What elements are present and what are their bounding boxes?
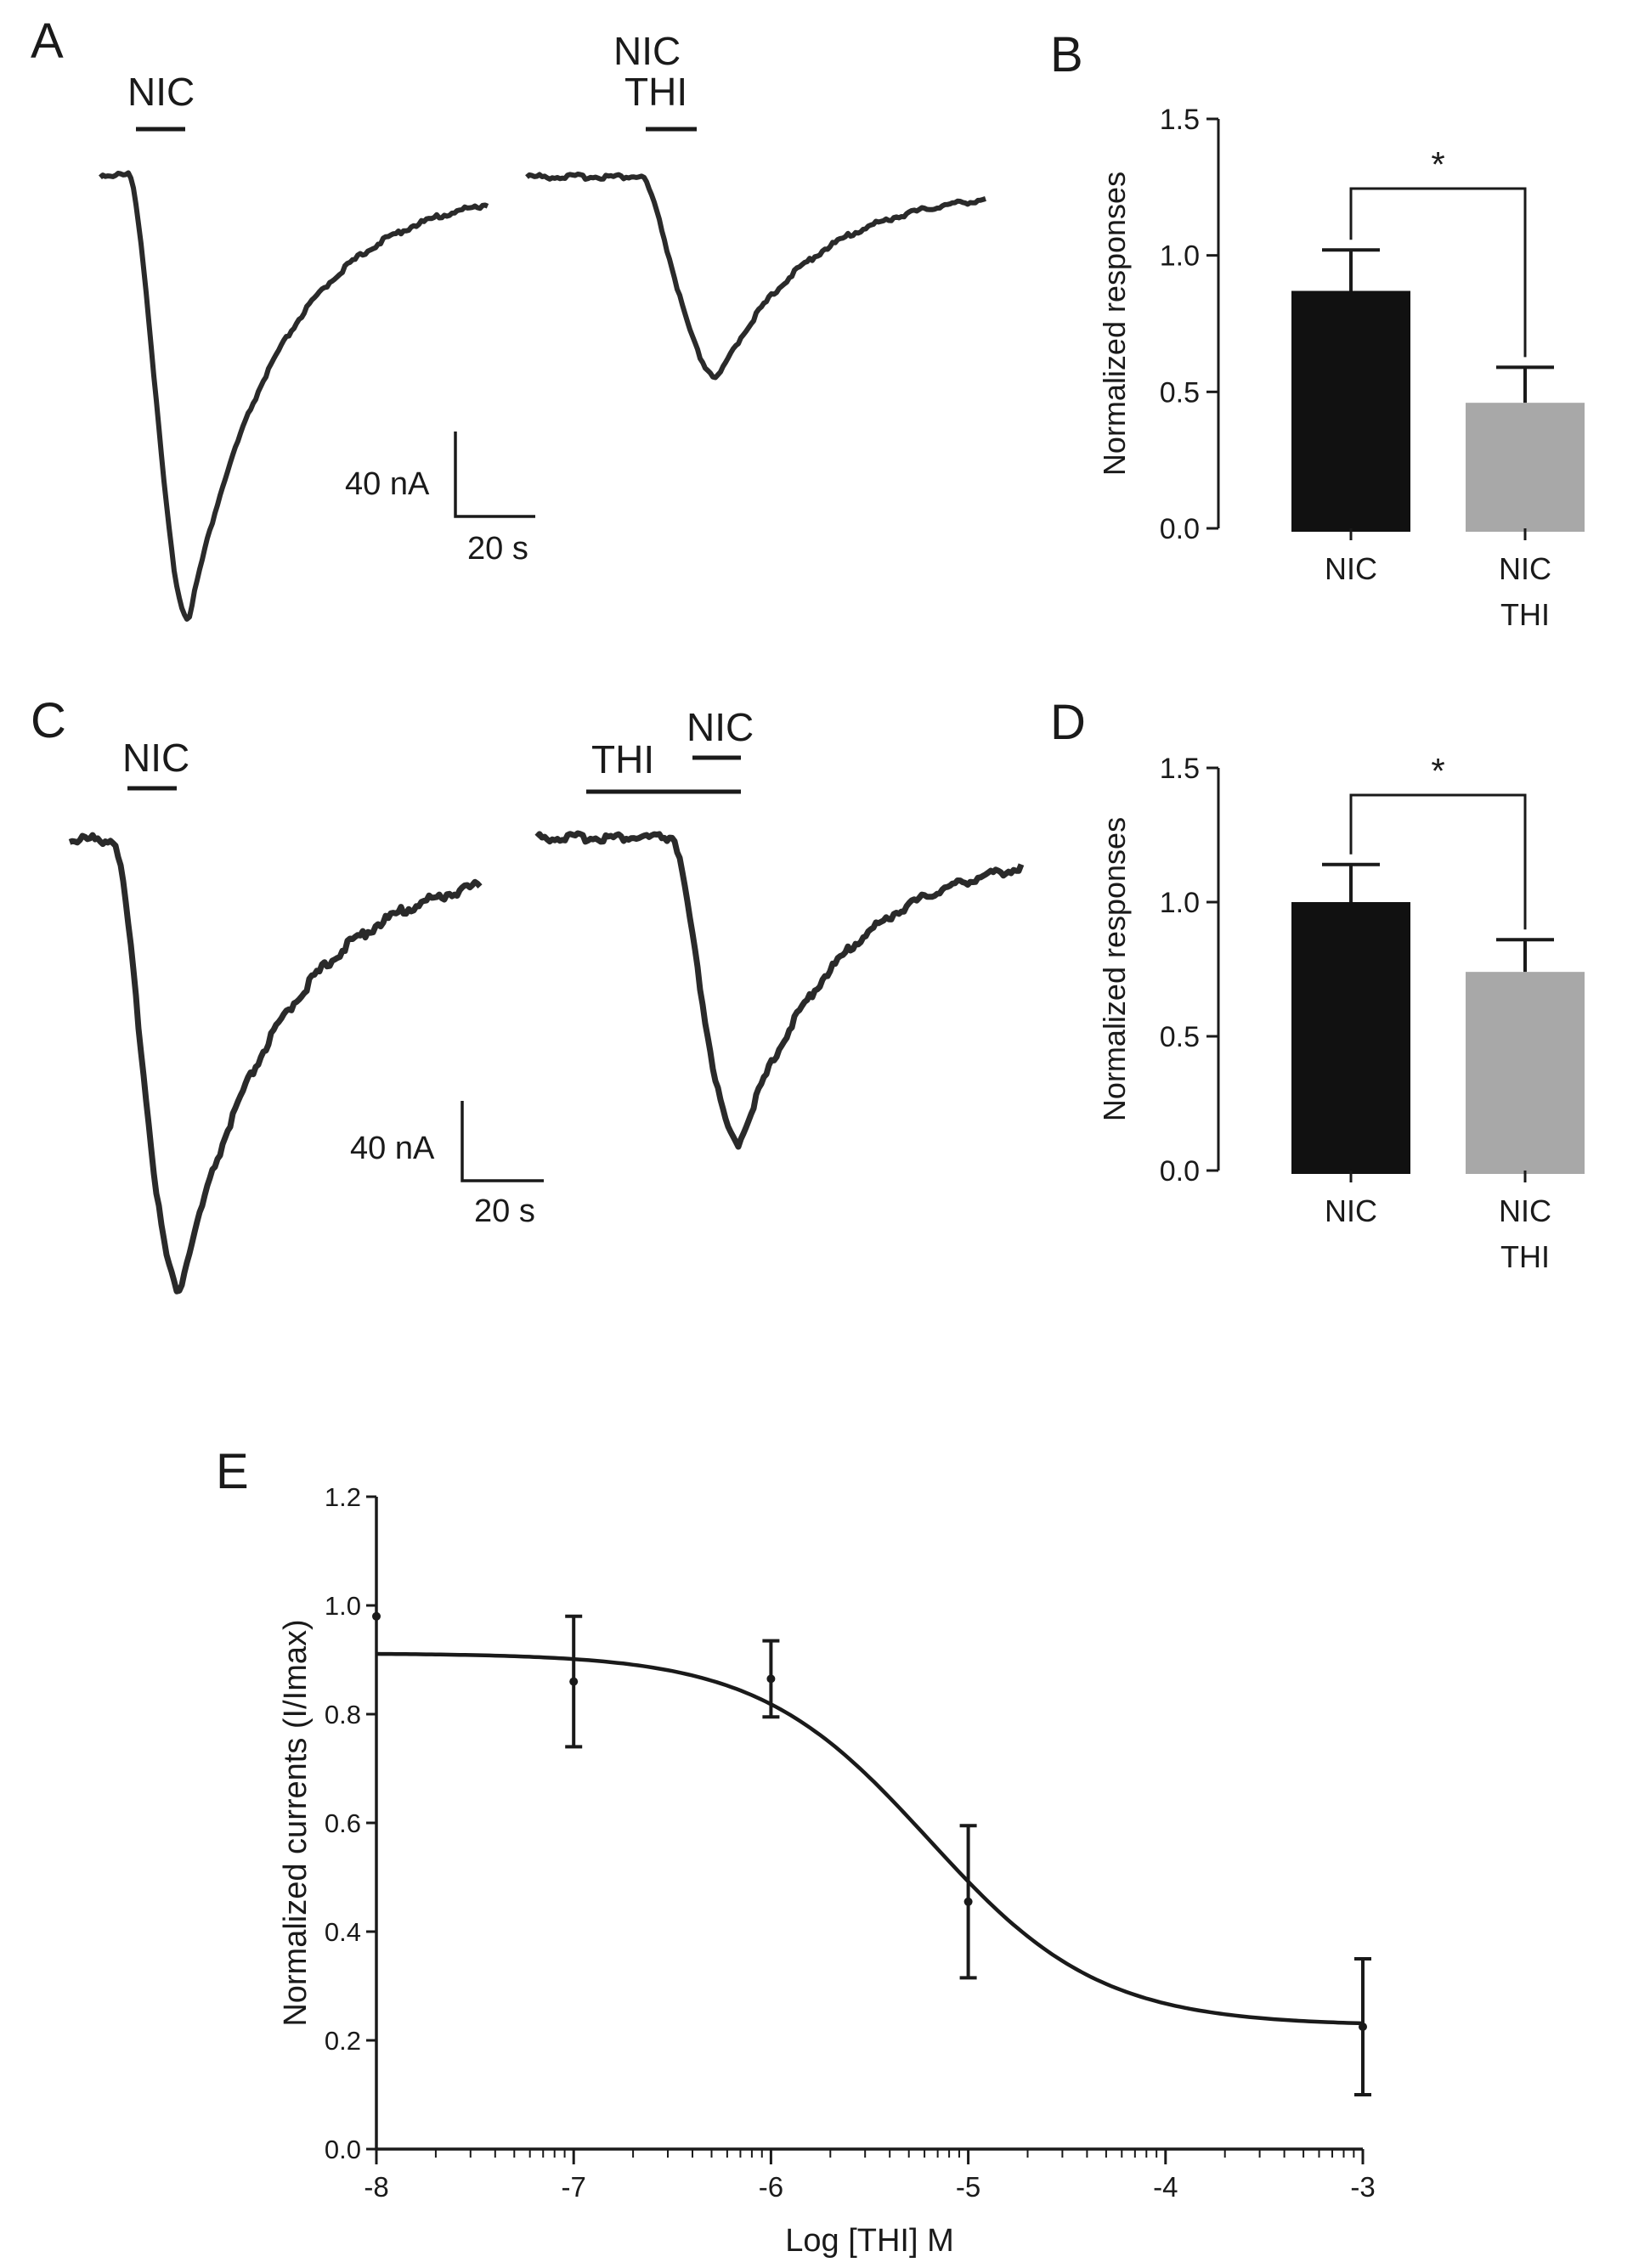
e-data-point [766, 1674, 776, 1684]
b-bar-2 [1466, 403, 1585, 532]
e-x-tick-label: -4 [1153, 2171, 1178, 2203]
e-y-tick-label: 0.2 [325, 2026, 361, 2056]
d-category-label: THI [1500, 1239, 1550, 1274]
d-significance-mark: * [1431, 751, 1444, 791]
trace-c2-pretreat-label: THI [591, 737, 654, 781]
e-y-tick-label: 0.4 [325, 1917, 361, 1947]
b-bar-1 [1291, 291, 1410, 532]
panel-d-chart: 0.0 0.5 1.0 1.5 Normalized responses NIC NIC TH… [1097, 751, 1585, 1274]
panel-d: D 0.0 0.5 1.0 1.5 Normalized responses NIC NIC… [1050, 695, 1585, 1274]
e-y-tick-label: 1.0 [325, 1591, 361, 1621]
d-category-label: NIC [1325, 1193, 1377, 1228]
panel-a-letter: A [31, 14, 64, 69]
e-x-tick-label: -5 [956, 2171, 980, 2203]
trace-c2 [534, 830, 1025, 1150]
trace-a1-drug-label: NIC [127, 70, 195, 114]
panel-d-letter: D [1050, 695, 1086, 750]
panel-e-chart: 0.0 0.2 0.4 0.6 0.8 1.0 1.2 -8 -7 -6 -5 -4 -3 Normali… [278, 1482, 1376, 2259]
b-category-label: NIC [1325, 551, 1377, 586]
e-y-tick-label: 0.8 [325, 1700, 361, 1729]
b-y-tick-label: 1.5 [1160, 104, 1200, 136]
trace-a2-drug-label-bottom: THI [624, 70, 687, 114]
d-y-axis-label: Normalized responses [1097, 817, 1132, 1121]
b-y-tick-label: 0.5 [1160, 376, 1200, 409]
e-x-tick-label: -8 [364, 2171, 388, 2203]
e-x-axis-label: Log [THI] M [785, 2223, 954, 2259]
panel-a: A NIC NIC THI 40 nA 20 s [31, 14, 986, 622]
scale-c-current: 40 nA [350, 1131, 435, 1166]
d-y-tick-label: 1.5 [1160, 753, 1200, 785]
b-significance-mark: * [1431, 144, 1444, 184]
panel-e: E 0.0 0.2 0.4 0.6 0.8 1.0 1.2 -8 -7 -6 -5 -4 -3 Norma… [216, 1444, 1376, 2259]
e-y-axis-label: Normalized currents (I/Imax) [278, 1619, 314, 2026]
trace-a2 [525, 172, 986, 381]
trace-a1 [99, 170, 489, 622]
e-y-tick-label: 0.6 [325, 1808, 361, 1838]
scale-a-current: 40 nA [345, 466, 430, 502]
trace-c1-drug-label: NIC [122, 736, 189, 780]
d-error-bar-2 [1496, 938, 1554, 973]
e-y-tick-label: 1.2 [325, 1482, 361, 1512]
e-x-tick-label: -7 [562, 2171, 586, 2203]
b-significance-bracket [1349, 187, 1527, 358]
e-data-point [963, 1897, 973, 1906]
d-bar-2 [1466, 972, 1585, 1174]
panel-b: B 0.0 0.5 1.0 1.5 Normalized responses NIC NIC… [1050, 27, 1585, 632]
e-data-point [1359, 2023, 1367, 2031]
d-significance-bracket [1349, 793, 1527, 930]
trace-c2-drug-label: NIC [687, 705, 754, 749]
b-error-bar-1 [1322, 248, 1380, 291]
panel-c-letter: C [31, 693, 66, 748]
d-y-tick-label: 1.0 [1160, 887, 1200, 919]
b-category-label: NIC [1499, 551, 1551, 586]
d-bar-1 [1291, 902, 1410, 1174]
e-data-point [569, 1677, 579, 1686]
d-y-tick-label: 0.0 [1160, 1155, 1200, 1188]
b-y-axis-label: Normalized responses [1097, 172, 1132, 476]
e-x-tick-label: -6 [759, 2171, 783, 2203]
panel-c: C NIC THI NIC 40 nA 20 s [31, 693, 1025, 1295]
trace-a2-drug-label-top: NIC [613, 29, 681, 73]
b-y-tick-label: 1.0 [1160, 240, 1200, 273]
e-x-tick-label: -3 [1350, 2171, 1375, 2203]
e-y-tick-label: 0.0 [325, 2135, 361, 2164]
panel-b-letter: B [1050, 27, 1083, 82]
d-y-tick-label: 0.5 [1160, 1021, 1200, 1053]
d-category-label: NIC [1499, 1193, 1551, 1228]
e-data-point [372, 1611, 381, 1621]
b-y-tick-label: 0.0 [1160, 513, 1200, 545]
panel-e-letter: E [216, 1444, 249, 1499]
scale-bar-c [461, 1101, 544, 1182]
scale-c-time: 20 s [474, 1193, 535, 1229]
scale-bar-a [454, 432, 535, 518]
b-category-label: THI [1500, 597, 1550, 632]
e-fit-curve [376, 1651, 1364, 2026]
scale-a-time: 20 s [467, 531, 528, 567]
d-error-bar-1 [1322, 862, 1380, 902]
trace-c1 [68, 832, 483, 1295]
panel-b-chart: 0.0 0.5 1.0 1.5 Normalized responses NIC NIC TH… [1097, 104, 1585, 632]
b-error-bar-2 [1496, 365, 1554, 403]
